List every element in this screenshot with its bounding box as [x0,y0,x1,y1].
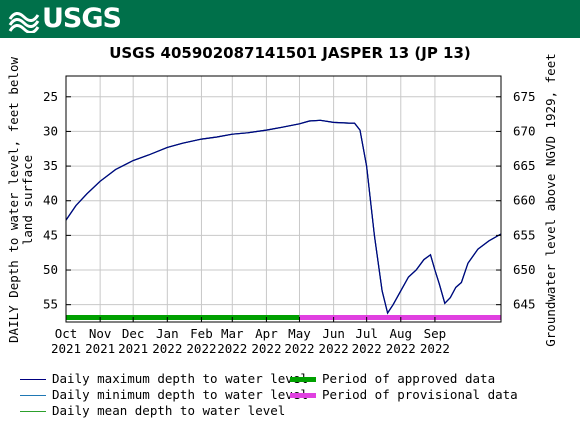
x-tick-label-year: 2022 [186,341,216,356]
legend-swatch-approved [290,377,316,382]
legend-item-provisional: Period of provisional data [290,387,518,402]
legend-item-approved: Period of approved data [290,371,495,386]
y-axis-label-left-line2: land surface [20,155,35,245]
x-tick-label-year: 2021 [118,341,148,356]
y-tick-label: 50 [43,262,58,277]
y-tick-label: 45 [43,227,58,242]
chart-title: USGS 405902087141501 JASPER 13 (JP 13) [109,44,471,62]
series-line [65,119,502,315]
x-tick-label-month: Aug [389,326,412,341]
legend-item-min: Daily minimum depth to water level [20,387,308,402]
y2-tick-label: 675 [513,89,536,104]
legend-swatch-mean [20,411,46,412]
x-tick-label-month: May [288,326,311,341]
period-bar [299,315,501,320]
x-axis-ticks: Oct2021Nov2021Dec2021Jan2022Feb2022Mar20… [51,317,450,356]
y-axis-label-right: Groundwater level above NGVD 1929, feet [543,53,558,347]
y2-tick-label: 655 [513,227,536,242]
x-tick-label-month: Oct [55,326,78,341]
legend-item-mean: Daily mean depth to water level [20,403,285,418]
x-tick-label-year: 2022 [284,341,314,356]
x-tick-label-year: 2022 [420,341,450,356]
series-line [65,119,502,315]
y2-axis-ticks: 675 670 665 660 655 650 645 [496,89,536,312]
y2-tick-label: 665 [513,158,536,173]
x-tick-label-month: Nov [89,326,112,341]
y2-tick-label: 670 [513,123,536,138]
x-tick-label-month: Jun [322,326,345,341]
y-tick-label: 35 [43,158,58,173]
y-axis-label-left-line1: DAILY Depth to water level, feet below [6,57,21,343]
y-tick-label: 25 [43,89,58,104]
period-bar [66,315,300,320]
x-tick-label-month: Jul [355,326,378,341]
series-lines [65,119,502,315]
x-tick-label-year: 2021 [51,341,81,356]
plot-frame [65,75,502,323]
legend-swatch-min [20,395,46,396]
x-tick-label-month: Jan [156,326,179,341]
x-tick-label-year: 2022 [152,341,182,356]
x-tick-label-year: 2022 [251,341,281,356]
x-tick-label-year: 2022 [217,341,247,356]
x-tick-label-month: Feb [190,326,213,341]
legend-item-max: Daily maximum depth to water level [20,371,308,386]
usgs-logo: USGS [8,3,122,34]
legend-swatch-max [20,379,46,380]
x-tick-label-year: 2022 [386,341,416,356]
y2-tick-label: 645 [513,297,536,312]
legend-swatch-provisional [290,393,316,398]
usgs-logo-text: USGS [42,3,122,34]
period-bars [66,315,501,320]
x-tick-label-month: Dec [122,326,145,341]
x-tick-label-year: 2022 [352,341,382,356]
x-tick-label-year: 2022 [319,341,349,356]
x-tick-label-month: Apr [255,326,278,341]
x-tick-label-month: Sep [424,326,447,341]
usgs-wave-icon [8,12,40,33]
usgs-banner: USGS [0,0,580,38]
y-tick-label: 30 [43,123,58,138]
x-tick-label-month: Mar [221,326,244,341]
y2-tick-label: 650 [513,262,536,277]
y-axis-ticks: 25 30 35 40 45 50 55 [43,89,71,312]
series-line [65,119,502,315]
x-tick-label-year: 2021 [85,341,115,356]
y2-tick-label: 660 [513,193,536,208]
y-tick-label: 55 [43,297,58,312]
grid-lines [65,76,501,322]
y-tick-label: 40 [43,193,58,208]
